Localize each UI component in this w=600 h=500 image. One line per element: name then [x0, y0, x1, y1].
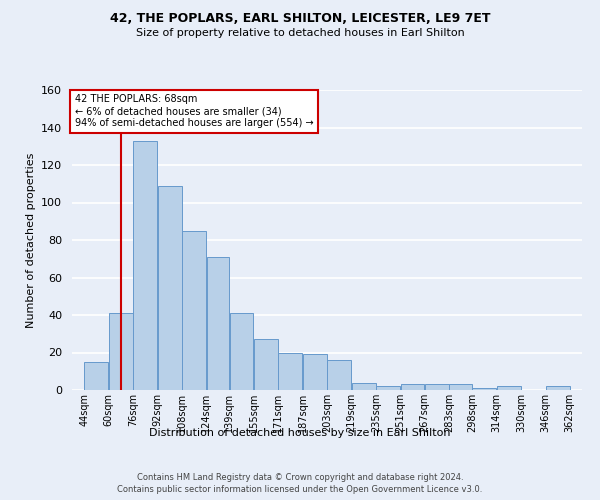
Bar [497, 386, 521, 390]
Text: 42, THE POPLARS, EARL SHILTON, LEICESTER, LE9 7ET: 42, THE POPLARS, EARL SHILTON, LEICESTER… [110, 12, 490, 26]
Text: 42 THE POPLARS: 68sqm
← 6% of detached houses are smaller (34)
94% of semi-detac: 42 THE POPLARS: 68sqm ← 6% of detached h… [74, 94, 313, 128]
Bar [158, 186, 182, 390]
Bar [278, 352, 302, 390]
Bar [401, 384, 424, 390]
Text: Contains HM Land Registry data © Crown copyright and database right 2024.: Contains HM Land Registry data © Crown c… [137, 472, 463, 482]
Text: Contains public sector information licensed under the Open Government Licence v3: Contains public sector information licen… [118, 485, 482, 494]
Bar [254, 340, 278, 390]
Bar [206, 257, 229, 390]
Bar [545, 386, 569, 390]
Bar [425, 384, 449, 390]
Bar [472, 388, 496, 390]
Bar [449, 384, 472, 390]
Text: Size of property relative to detached houses in Earl Shilton: Size of property relative to detached ho… [136, 28, 464, 38]
Bar [352, 382, 376, 390]
Bar [85, 362, 109, 390]
Bar [303, 354, 327, 390]
Y-axis label: Number of detached properties: Number of detached properties [26, 152, 35, 328]
Bar [133, 140, 157, 390]
Bar [376, 386, 400, 390]
Bar [327, 360, 351, 390]
Text: Distribution of detached houses by size in Earl Shilton: Distribution of detached houses by size … [149, 428, 451, 438]
Bar [230, 313, 253, 390]
Bar [109, 313, 133, 390]
Bar [182, 230, 206, 390]
